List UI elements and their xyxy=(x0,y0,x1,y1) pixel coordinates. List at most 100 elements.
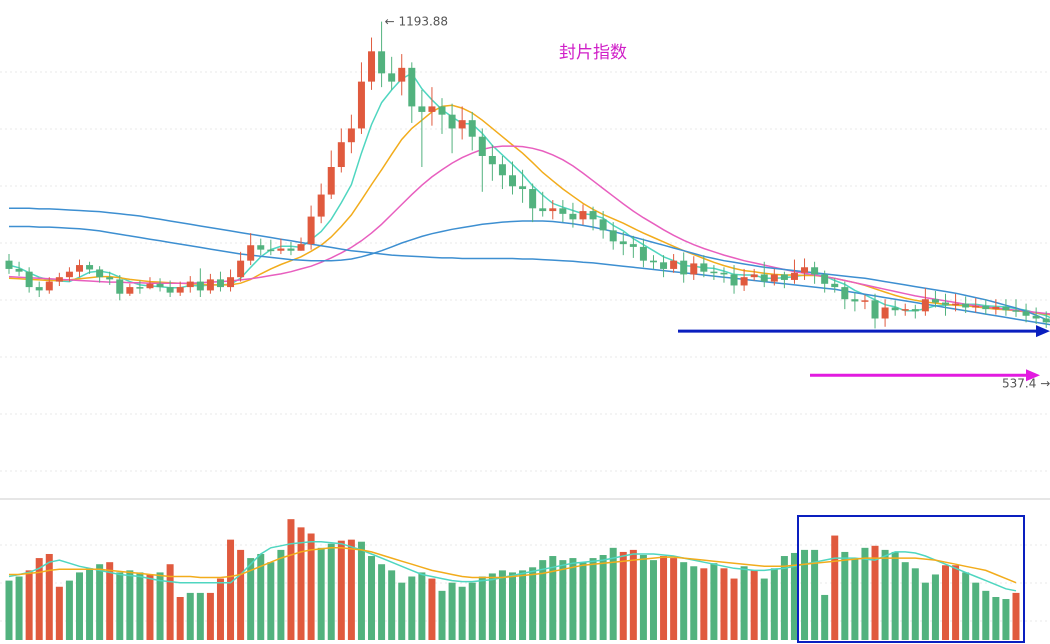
candle-body xyxy=(408,67,416,107)
volume-bar xyxy=(55,586,63,640)
volume-bar xyxy=(740,566,748,640)
candle-up xyxy=(398,54,406,96)
candle-body xyxy=(589,211,597,220)
candle-up xyxy=(901,303,909,316)
candle-down xyxy=(136,280,144,294)
volume-bar xyxy=(529,567,537,640)
candle-down xyxy=(216,271,224,292)
candle-body xyxy=(257,245,265,250)
volume-bar xyxy=(609,547,617,640)
candle-body xyxy=(680,260,688,275)
candle-body xyxy=(186,281,194,288)
candle-down xyxy=(468,111,476,151)
candle-body xyxy=(368,51,376,82)
candle-down xyxy=(519,169,527,203)
volume-bar xyxy=(206,592,214,640)
volume-bar xyxy=(649,560,657,640)
volume-bar xyxy=(166,564,174,640)
candle-body xyxy=(86,265,94,270)
candle-body xyxy=(730,274,738,286)
candle-up xyxy=(770,268,778,286)
candle-up xyxy=(921,288,929,316)
candle-down xyxy=(438,98,446,134)
candle-up xyxy=(458,106,466,140)
candle-body xyxy=(821,274,829,284)
candle-down xyxy=(418,89,426,168)
volume-bar xyxy=(357,541,365,640)
candle-body xyxy=(307,216,315,245)
candle-down xyxy=(730,265,738,294)
candle-down xyxy=(821,270,829,293)
candle-up xyxy=(428,87,436,126)
volume-bar xyxy=(801,549,809,640)
candle-body xyxy=(911,309,919,312)
candle-down xyxy=(388,56,396,90)
candle-up xyxy=(307,205,315,250)
candle-body xyxy=(277,248,285,251)
candle-down xyxy=(106,271,114,285)
candle-body xyxy=(166,287,174,293)
candle-body xyxy=(942,302,950,305)
candle-body xyxy=(750,274,758,278)
candle-up xyxy=(750,268,758,281)
candle-down xyxy=(660,255,668,278)
volume-bar xyxy=(86,568,94,640)
volume-bar xyxy=(116,572,124,640)
ma-line-ma10 xyxy=(8,104,1050,316)
volume-bar xyxy=(790,552,798,640)
volume-bar xyxy=(831,535,839,640)
candle-up xyxy=(579,204,587,225)
candle-body xyxy=(1022,311,1030,316)
candle-body xyxy=(871,300,879,319)
candle-up xyxy=(297,237,305,251)
candle-down xyxy=(35,281,43,298)
candle-down xyxy=(1042,311,1050,328)
candle-down xyxy=(841,281,849,310)
candle-down xyxy=(539,191,547,217)
candle-down xyxy=(911,304,919,319)
volume-bar xyxy=(760,578,768,640)
candle-body xyxy=(952,303,960,306)
candle-body xyxy=(498,164,506,176)
volume-bar xyxy=(5,580,13,640)
candle-body xyxy=(549,208,557,212)
volume-bar xyxy=(700,568,708,640)
volume-bar xyxy=(65,580,73,640)
grid-lines xyxy=(0,71,1050,622)
candle-down xyxy=(257,238,265,256)
candle-up xyxy=(247,233,255,266)
volume-bar xyxy=(398,582,406,640)
candle-body xyxy=(569,213,577,220)
candle-down xyxy=(267,239,275,256)
candle-up xyxy=(75,259,83,278)
candle-up xyxy=(126,283,134,296)
candle-body xyxy=(921,299,929,312)
volume-bar xyxy=(45,553,53,640)
candle-body xyxy=(357,81,365,129)
volume-bar xyxy=(720,568,728,640)
ma-line-ma5 xyxy=(8,72,1050,319)
volume-average-lines xyxy=(8,540,1017,592)
volume-bar xyxy=(418,572,426,640)
candle-up xyxy=(337,128,345,173)
candle-down xyxy=(509,161,516,195)
candle-body xyxy=(297,244,305,251)
candle-body xyxy=(55,277,63,282)
candle-body xyxy=(831,283,839,288)
candle-body xyxy=(780,274,788,280)
candle-body xyxy=(579,211,587,220)
candle-body xyxy=(287,248,295,251)
volume-bar xyxy=(75,572,83,640)
candle-down xyxy=(871,293,879,329)
candle-down xyxy=(811,261,819,284)
candle-down xyxy=(1012,299,1020,317)
candle-down xyxy=(589,206,597,231)
candle-body xyxy=(851,299,859,302)
volume-bar xyxy=(277,549,285,640)
candle-body xyxy=(841,287,849,300)
volume-bar xyxy=(730,578,738,640)
candle-body xyxy=(216,279,224,288)
candle-down xyxy=(962,296,970,313)
candle-body xyxy=(156,283,164,288)
volume-bar xyxy=(257,553,265,640)
